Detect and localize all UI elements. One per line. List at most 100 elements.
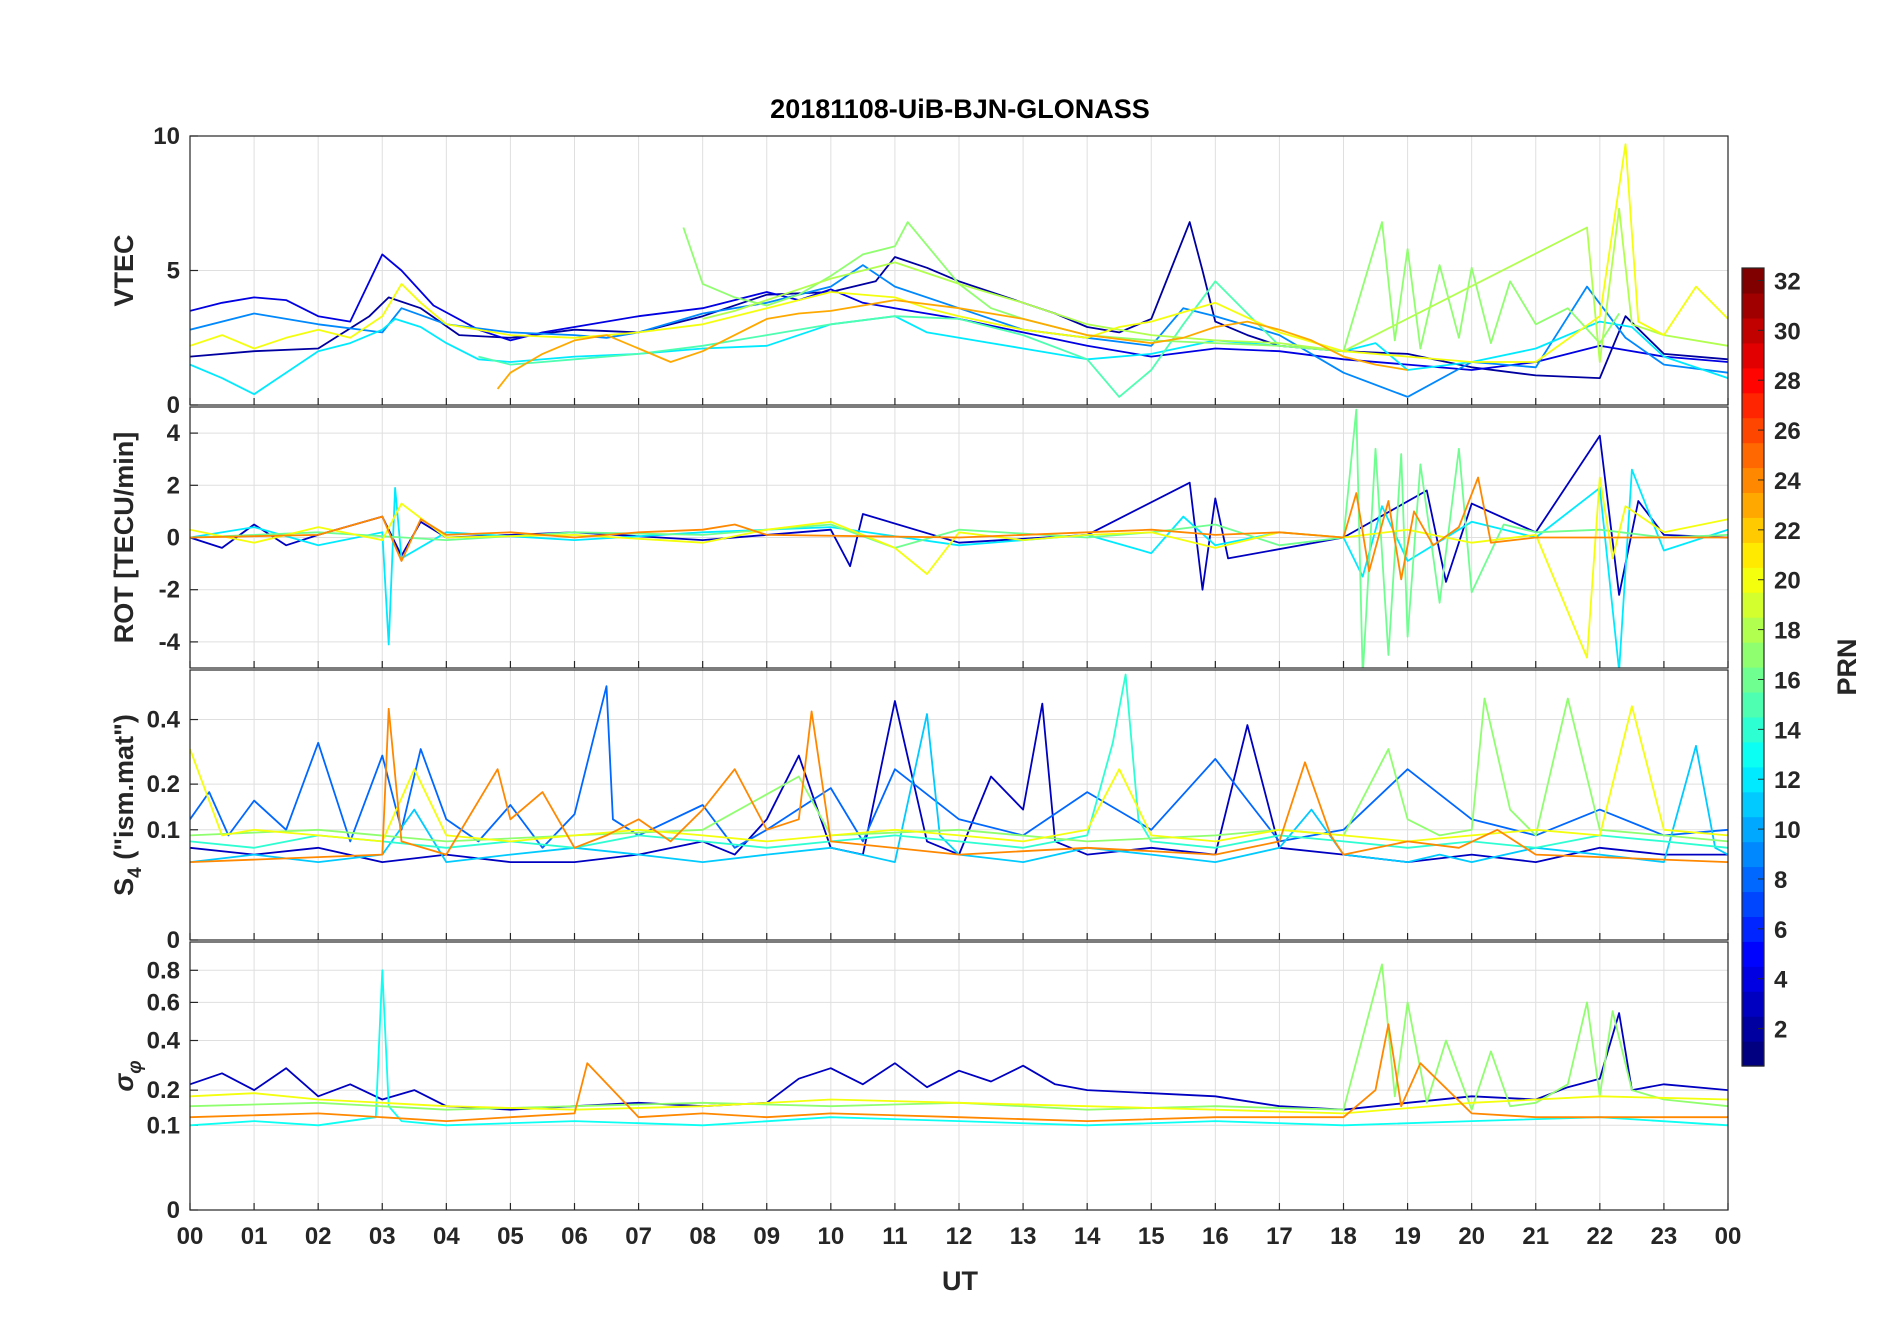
y-tick-label: 0.2	[147, 771, 180, 798]
panel-s4: 0 0.1 0.2 0.4S4 ("ism.mat")	[109, 669, 1729, 954]
series-line-prn-20	[190, 705, 1728, 843]
series-line-prn-20	[190, 143, 1728, 363]
colorbar-tick-label: 30	[1774, 318, 1801, 345]
x-tick-label: 10	[817, 1223, 844, 1250]
colorbar-segment	[1742, 417, 1764, 444]
y-tick-label: 0.8	[147, 957, 180, 984]
colorbar-segment	[1742, 567, 1764, 593]
colorbar-segment	[1742, 1016, 1764, 1042]
colorbar-segment	[1742, 467, 1764, 494]
colorbar-segment	[1742, 317, 1764, 344]
x-tick-label: 20	[1458, 1223, 1485, 1250]
panel-frame	[189, 406, 1729, 669]
x-tick-label: 05	[497, 1223, 524, 1250]
colorbar-segment	[1742, 991, 1764, 1017]
colorbar-segment	[1742, 791, 1764, 818]
y-tick-label: -4	[159, 629, 181, 656]
y-axis-label-s4: S4 ("ism.mat")	[109, 714, 146, 896]
colorbar-tick-label: 28	[1774, 368, 1801, 395]
series-line-prn-12	[190, 468, 1728, 668]
colorbar-tick-label: 20	[1774, 568, 1801, 595]
x-tick-label: 00	[1715, 1223, 1742, 1250]
colorbar-segment	[1742, 442, 1764, 469]
series-line-prn-24	[190, 707, 1728, 863]
y-axis-label-sigma_phi: σφ	[109, 1060, 146, 1091]
x-tick-label: 19	[1394, 1223, 1421, 1250]
series-line-prn-17	[190, 963, 1728, 1111]
colorbar-tick-label: 26	[1774, 418, 1801, 445]
x-tick-label: 13	[1010, 1223, 1037, 1250]
colorbar-segment	[1742, 392, 1764, 419]
series-line-prn-13	[190, 969, 1728, 1127]
x-tick-label: 18	[1330, 1223, 1357, 1250]
colorbar-segment	[1742, 542, 1764, 568]
x-tick-label: 16	[1202, 1223, 1229, 1250]
colorbar-segment	[1742, 492, 1764, 518]
y-tick-label: 5	[167, 258, 180, 285]
y-tick-label: -2	[159, 577, 180, 604]
y-tick-label: 10	[153, 123, 180, 150]
series-group	[190, 673, 1728, 863]
colorbar-segment	[1742, 517, 1764, 543]
colorbar-tick-label: 18	[1774, 618, 1801, 645]
colorbar-tick-label: 10	[1774, 817, 1801, 844]
colorbar-tick-label: 4	[1774, 967, 1788, 994]
colorbar-tick-label: 24	[1774, 468, 1801, 495]
series-line-prn-24	[190, 1023, 1728, 1122]
series-line-prn-11	[190, 713, 1728, 863]
colorbar-segment	[1742, 691, 1764, 718]
colorbar-tick-label: 14	[1774, 717, 1801, 744]
x-tick-label: 23	[1651, 1223, 1678, 1250]
y-tick-label: 0.1	[147, 1112, 180, 1139]
colorbar-tick-label: 22	[1774, 518, 1801, 545]
series-group	[190, 963, 1728, 1127]
x-tick-label: 15	[1138, 1223, 1165, 1250]
y-tick-label: 0.4	[147, 707, 181, 734]
colorbar-segment	[1742, 617, 1764, 643]
series-line-prn-15	[478, 280, 1281, 398]
colorbar-segment	[1742, 367, 1764, 394]
colorbar-segment	[1742, 891, 1764, 917]
colorbar-segment	[1742, 268, 1764, 294]
colorbar-segment	[1742, 1041, 1764, 1067]
x-tick-label: 17	[1266, 1223, 1293, 1250]
colorbar-segment	[1742, 292, 1764, 319]
colorbar-segment	[1742, 816, 1764, 843]
x-tick-label: 07	[625, 1223, 652, 1250]
y-tick-label: 0	[167, 392, 180, 419]
y-tick-label: 0	[167, 927, 180, 954]
y-tick-label: 4	[167, 420, 181, 447]
series-line-prn-8	[190, 685, 1728, 849]
colorbar-segment	[1742, 642, 1764, 668]
x-tick-label: 04	[433, 1223, 460, 1250]
colorbar-segment	[1742, 916, 1764, 942]
y-tick-label: 2	[167, 472, 180, 499]
panel-frame	[189, 669, 1729, 941]
y-tick-label: 0.1	[147, 817, 180, 844]
x-tick-label: 21	[1522, 1223, 1549, 1250]
colorbar-segment	[1742, 941, 1764, 967]
colorbar-segment	[1742, 866, 1764, 893]
colorbar-frame	[1741, 267, 1765, 1067]
panel-rot: -4 -2 0 2 4 ROT [TECU/min]	[109, 406, 1729, 669]
colorbar-segment	[1742, 342, 1764, 369]
x-tick-label: 12	[946, 1223, 973, 1250]
colorbar-segment	[1742, 841, 1764, 868]
colorbar-label: PRN	[1832, 638, 1862, 695]
y-tick-label: 0.2	[147, 1077, 180, 1104]
x-tick-label: 02	[305, 1223, 332, 1250]
colorbar-segment	[1742, 966, 1764, 992]
colorbar-segment	[1742, 716, 1764, 743]
x-tick-label: 08	[689, 1223, 716, 1250]
x-tick-label: 06	[561, 1223, 588, 1250]
y-tick-label: 0.6	[147, 989, 180, 1016]
x-tick-label: 22	[1586, 1223, 1613, 1250]
colorbar-segment	[1742, 592, 1764, 618]
colorbar-tick-label: 32	[1774, 268, 1801, 295]
colorbar-segment	[1742, 766, 1764, 793]
colorbar-tick-label: 6	[1774, 917, 1787, 944]
colorbar-tick-label: 2	[1774, 1017, 1787, 1044]
